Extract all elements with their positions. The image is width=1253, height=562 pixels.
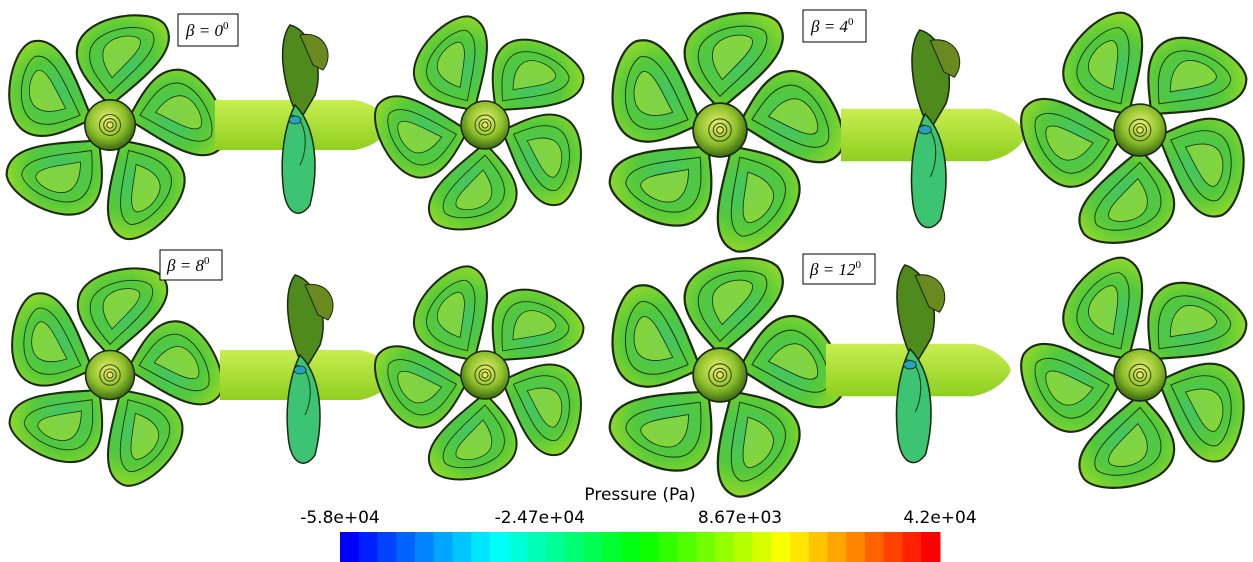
colorbar-segment <box>809 532 828 562</box>
colorbar-tick-label: 8.67e+03 <box>698 508 782 528</box>
colorbar-tick-label: 4.2e+04 <box>903 508 976 528</box>
colorbar-segment <box>415 532 434 562</box>
figure: β = 00 β = 40 β = 80 β = 120 Pressure (P… <box>0 0 1253 562</box>
colorbar-segment <box>846 532 865 562</box>
colorbar-tick-label: -2.47e+04 <box>495 508 585 528</box>
colorbar-segment <box>771 532 790 562</box>
colorbar: Pressure (Pa) -5.8e+04 -2.47e+04 8.67e+03 4… <box>300 485 976 562</box>
angle-label: β = 120 <box>809 259 861 279</box>
colorbar-segment <box>865 532 884 562</box>
colorbar-segment <box>359 532 378 562</box>
colorbar-segment <box>603 532 622 562</box>
colorbar-segment <box>396 532 415 562</box>
colorbar-segment <box>790 532 809 562</box>
colorbar-segment <box>528 532 547 562</box>
label-text: β = 12 <box>809 260 856 279</box>
colorbar-segment <box>584 532 603 562</box>
colorbar-segment <box>378 532 397 562</box>
label-superscript: 0 <box>204 255 210 267</box>
propeller-front <box>0 268 229 494</box>
label-superscript: 0 <box>223 20 229 32</box>
colorbar-segment <box>715 532 734 562</box>
angle-label: β = 40 <box>810 16 854 36</box>
colorbar-segment <box>640 532 659 562</box>
colorbar-segment <box>546 532 565 562</box>
colorbar-segment <box>659 532 678 562</box>
colorbar-segment <box>696 532 715 562</box>
propeller-back <box>328 0 641 289</box>
colorbar-segment <box>340 532 359 562</box>
colorbar-segment <box>490 532 509 562</box>
angle-label: β = 00 <box>185 20 229 40</box>
propeller-side <box>215 25 391 213</box>
propeller-front <box>598 13 851 262</box>
colorbar-segment <box>828 532 847 562</box>
colorbar-segment <box>678 532 697 562</box>
colorbar-segment <box>884 532 903 562</box>
label-text: β = 0 <box>185 21 223 40</box>
propeller-side <box>841 30 1026 228</box>
label-superscript: 0 <box>855 259 861 271</box>
propeller-front <box>598 258 851 507</box>
label-text: β = 4 <box>810 17 848 36</box>
colorbar-title: Pressure (Pa) <box>584 485 695 505</box>
label-text: β = 8 <box>166 256 204 275</box>
colorbar-segment <box>565 532 584 562</box>
colorbar-segment <box>753 532 772 562</box>
label-superscript: 0 <box>848 16 854 28</box>
colorbar-segment <box>434 532 453 562</box>
colorbar-tick-label: -5.8e+04 <box>300 508 380 528</box>
colorbar-segment <box>509 532 528 562</box>
angle-label: β = 80 <box>166 255 210 275</box>
propeller-back <box>970 214 1253 551</box>
propeller-front <box>0 15 233 248</box>
propeller-side <box>220 275 396 463</box>
colorbar-segment <box>621 532 640 562</box>
colorbar-segment <box>921 532 940 562</box>
colorbar-segment <box>453 532 472 562</box>
colorbar-segment <box>903 532 922 562</box>
propeller-side <box>826 265 1011 463</box>
colorbar-segment <box>734 532 753 562</box>
colorbar-segment <box>471 532 490 562</box>
